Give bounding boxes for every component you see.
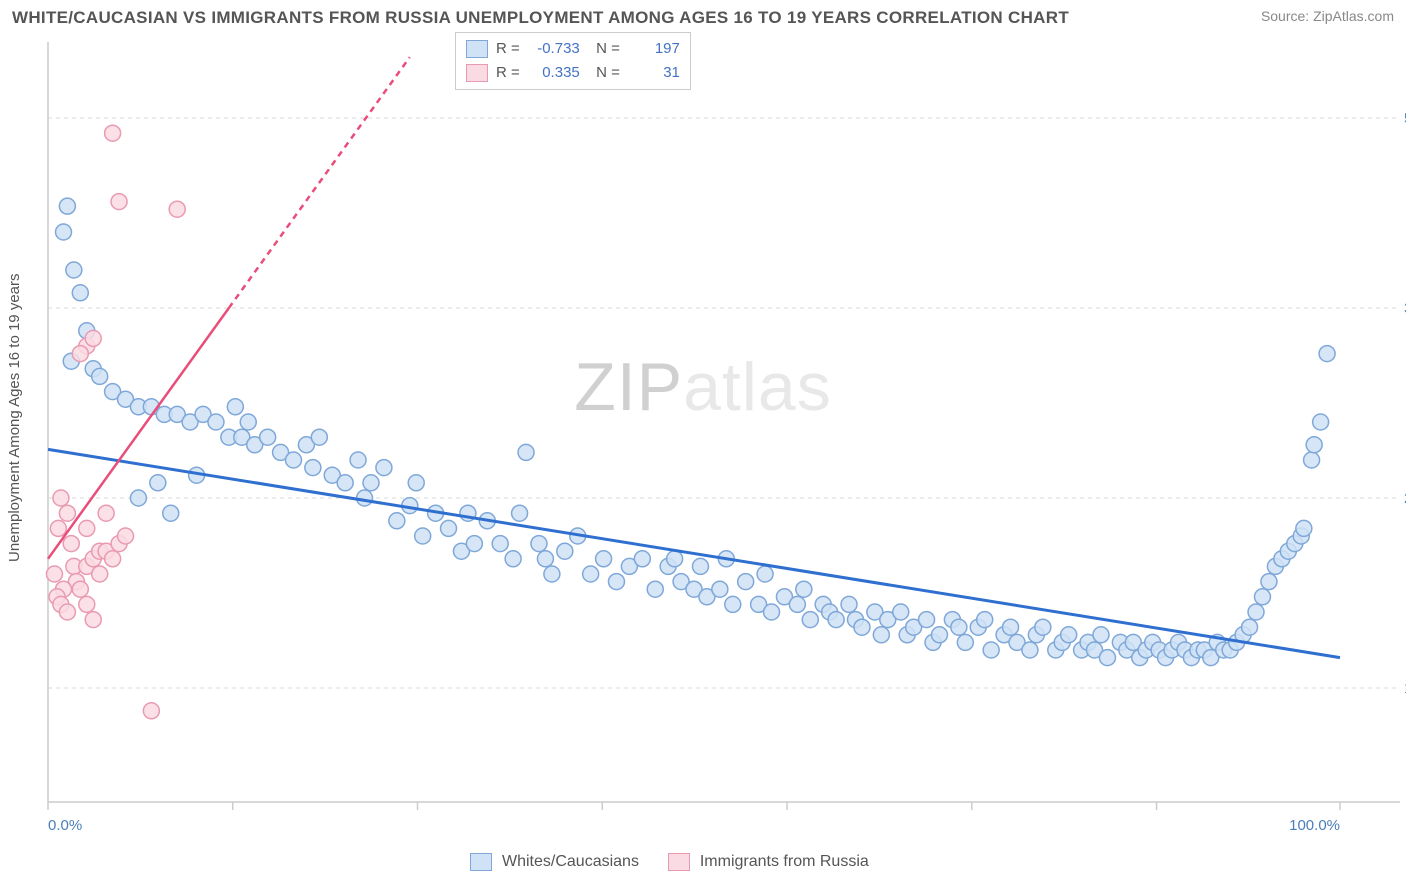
series-legend: Whites/Caucasians Immigrants from Russia	[470, 853, 869, 871]
n-label: N =	[588, 37, 620, 61]
r-value-2: 0.335	[528, 61, 580, 85]
svg-text:100.0%: 100.0%	[1289, 817, 1340, 834]
swatch-pink	[466, 64, 488, 82]
n-value-2: 31	[628, 61, 680, 85]
correlation-row-2: R = 0.335 N = 31	[466, 61, 680, 85]
svg-text:0.0%: 0.0%	[48, 817, 82, 834]
correlation-row-1: R = -0.733 N = 197	[466, 37, 680, 61]
r-label-2: R =	[496, 61, 520, 85]
n-value-1: 197	[628, 37, 680, 61]
r-label: R =	[496, 37, 520, 61]
scatter-chart: 12.5%25.0%37.5%50.0%0.0%100.0%	[0, 32, 1406, 877]
source-label: Source: ZipAtlas.com	[1261, 8, 1394, 24]
r-value-1: -0.733	[528, 37, 580, 61]
swatch-blue	[466, 40, 488, 58]
n-label-2: N =	[588, 61, 620, 85]
chart-container: Unemployment Among Ages 16 to 19 years 1…	[0, 32, 1406, 877]
legend-label-2: Immigrants from Russia	[700, 853, 869, 871]
correlation-legend: R = -0.733 N = 197 R = 0.335 N = 31	[455, 32, 691, 90]
legend-swatch-2	[668, 853, 690, 871]
legend-swatch-1	[470, 853, 492, 871]
legend-label-1: Whites/Caucasians	[502, 853, 639, 871]
chart-title: WHITE/CAUCASIAN VS IMMIGRANTS FROM RUSSI…	[12, 8, 1069, 28]
